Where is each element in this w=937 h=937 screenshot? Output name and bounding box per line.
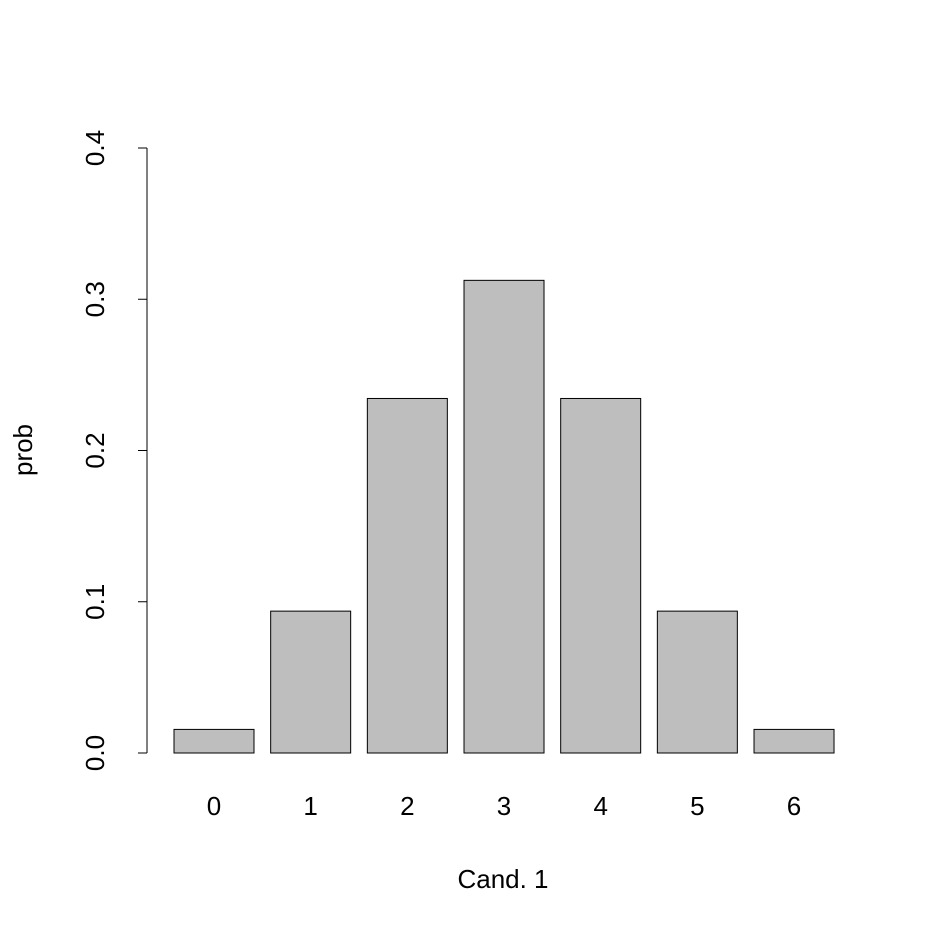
x-tick-label: 6 bbox=[787, 791, 801, 821]
y-tick-label: 0.0 bbox=[80, 735, 110, 771]
x-tick-label: 3 bbox=[497, 791, 511, 821]
x-tick-label: 5 bbox=[690, 791, 704, 821]
x-axis-label: Cand. 1 bbox=[457, 864, 548, 894]
bar bbox=[173, 728, 255, 754]
x-tick-label: 4 bbox=[593, 791, 607, 821]
y-tick-label: 0.3 bbox=[80, 281, 110, 317]
bar bbox=[270, 610, 352, 754]
bar bbox=[560, 397, 642, 754]
bar bbox=[463, 279, 545, 754]
bar bbox=[753, 728, 835, 754]
x-tick-label: 2 bbox=[400, 791, 414, 821]
bar bbox=[366, 397, 448, 754]
y-tick-label: 0.4 bbox=[80, 130, 110, 166]
x-tick-label: 1 bbox=[303, 791, 317, 821]
y-tick-label: 0.1 bbox=[80, 584, 110, 620]
y-axis-label: prob bbox=[8, 424, 38, 476]
bar bbox=[656, 610, 738, 754]
y-tick-label: 0.2 bbox=[80, 432, 110, 468]
x-tick-label: 0 bbox=[207, 791, 221, 821]
